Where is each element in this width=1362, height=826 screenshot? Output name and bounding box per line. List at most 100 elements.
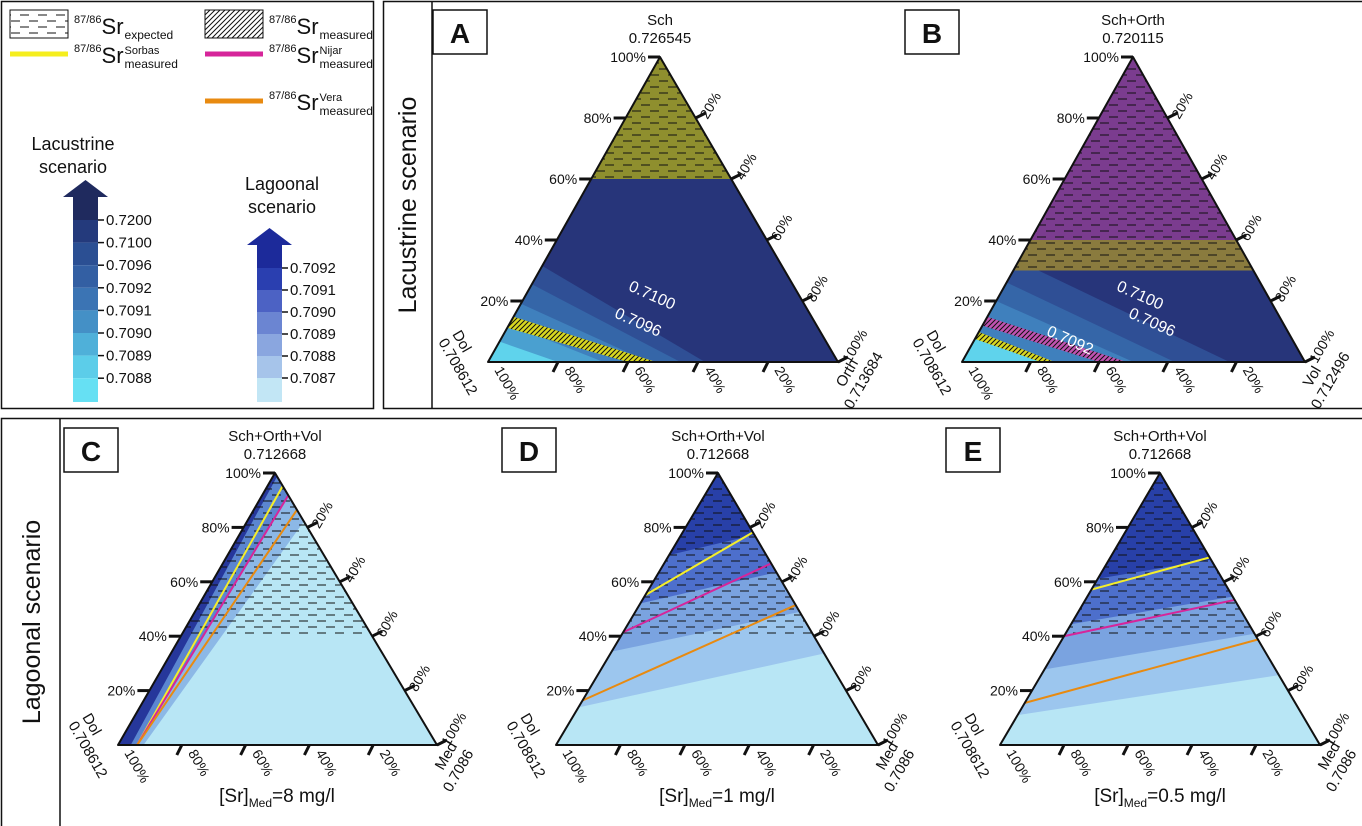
region-pattern: [488, 57, 838, 179]
caption: =0.5 mg/l: [1147, 786, 1226, 807]
scale-block: [73, 197, 98, 220]
tick: [807, 744, 815, 756]
measured-line: [136, 483, 285, 745]
tick-label: 40%: [1022, 628, 1050, 644]
panel-letter: C: [81, 436, 101, 467]
tick-label: 80%: [1057, 110, 1085, 126]
tick: [1185, 744, 1194, 756]
tick: [1057, 744, 1066, 756]
tick-label: 40%: [1171, 364, 1199, 396]
tick: [239, 744, 247, 756]
triangle-outline: [117, 472, 438, 746]
tick: [813, 629, 825, 638]
tick-label: 100%: [668, 465, 704, 481]
legend-label: Sr: [102, 43, 124, 68]
tick-label: 100%: [610, 49, 646, 65]
scale-label: 0.7090: [106, 325, 152, 342]
apex-value: 0.712668: [244, 446, 307, 463]
tick: [339, 575, 351, 584]
row-label: Lagoonal scenario: [18, 520, 46, 724]
apex-value: 0.720115: [1102, 30, 1163, 47]
tick-label: 40%: [732, 150, 760, 182]
tick-label: 40%: [341, 553, 369, 585]
tick: [694, 111, 707, 120]
region-pattern: [488, 308, 656, 362]
triangle-outline: [999, 472, 1321, 746]
apex-name: Sch+Orth+Vol: [228, 428, 321, 445]
legend-superscript: Vera: [320, 92, 344, 104]
tick: [691, 361, 700, 373]
triangle-outline: [555, 472, 879, 746]
tick: [1191, 521, 1203, 529]
tick-label: 60%: [1054, 574, 1082, 590]
tick: [1319, 738, 1331, 747]
caption-subscript: Med: [689, 796, 712, 810]
tick-label: 100%: [1003, 747, 1035, 786]
caption: [Sr]: [659, 786, 689, 807]
tick-label: 100%: [965, 364, 997, 403]
legend-subscript: measured: [320, 28, 373, 42]
legend-superscript: 87/86: [269, 14, 297, 26]
tick: [306, 521, 319, 529]
legend-superscript: 87/86: [74, 43, 102, 55]
tick-label: 40%: [515, 232, 543, 248]
row-label: Lacustrine scenario: [394, 97, 422, 314]
region-pattern: [962, 325, 1055, 362]
tick-label: 40%: [1225, 553, 1253, 585]
tick: [837, 355, 849, 364]
tick-label: 60%: [373, 607, 401, 639]
tick: [1121, 744, 1130, 756]
scale-block: [257, 378, 282, 402]
tick-label: 20%: [546, 683, 574, 699]
scale-label: 0.7091: [290, 282, 336, 299]
panel-letter-box: [904, 9, 960, 55]
scale-block: [257, 312, 282, 334]
measured-line: [136, 505, 301, 745]
tick-label: 100%: [1110, 465, 1146, 481]
tick: [1249, 744, 1258, 756]
ternary-plot: [556, 473, 878, 745]
scale-block: [257, 245, 282, 268]
tick-label: 60%: [249, 747, 277, 779]
tick-label: 20%: [308, 499, 336, 531]
tick: [730, 172, 742, 181]
apex-value: 0.726545: [629, 30, 692, 47]
tick-label: 40%: [579, 628, 607, 644]
top-frame: [382, 0, 1362, 410]
tick: [175, 744, 184, 756]
tick: [1092, 361, 1101, 373]
scale-block: [73, 287, 98, 311]
tick: [678, 744, 687, 756]
tick-label: 100%: [1083, 49, 1119, 65]
scale-label: 0.7100: [106, 235, 152, 252]
scale-label: 0.7092: [290, 260, 336, 277]
scale-label: 0.7087: [290, 370, 336, 387]
legend-subscript: measured: [320, 57, 373, 71]
tick-label: 100%: [879, 709, 911, 748]
legend-subscript: measured: [320, 104, 373, 118]
scale-label: 0.7090: [290, 304, 336, 321]
legend-label: Sr: [297, 43, 319, 68]
scale-block: [73, 310, 98, 333]
tick-label: 60%: [1023, 171, 1051, 187]
tick: [1255, 629, 1267, 638]
panel-letter-box: [501, 427, 557, 473]
tick-label: 20%: [1240, 364, 1268, 396]
triangle-outline: [487, 56, 839, 363]
tick-label: 80%: [1067, 747, 1095, 779]
tick-label: 60%: [1257, 607, 1285, 639]
tick-label: 80%: [202, 519, 230, 535]
tick: [766, 233, 778, 242]
triangle-outline: [961, 56, 1306, 363]
apex-value: 0.712668: [687, 446, 750, 463]
tick: [761, 361, 770, 373]
tick-label: 40%: [783, 553, 811, 585]
scale-block: [73, 355, 98, 379]
tick-label: 60%: [170, 574, 198, 590]
tick-label: 80%: [584, 110, 612, 126]
caption: =8 mg/l: [272, 786, 335, 807]
tick-label: 20%: [1193, 499, 1221, 531]
tick-label: 60%: [815, 607, 843, 639]
scale-label: 0.7096: [106, 257, 152, 274]
